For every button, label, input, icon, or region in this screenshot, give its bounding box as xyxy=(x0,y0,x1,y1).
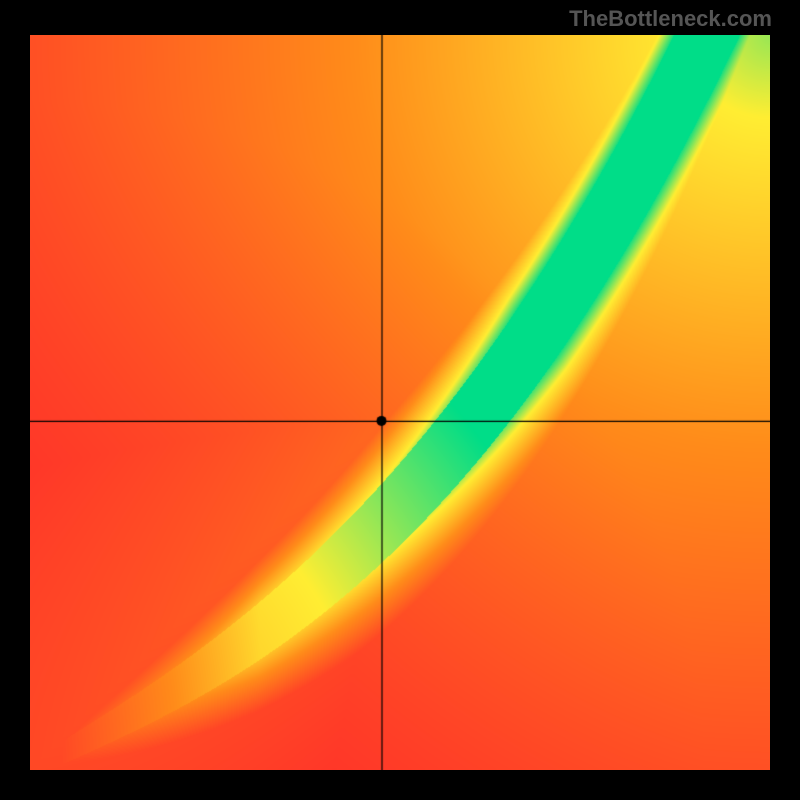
bottleneck-heatmap xyxy=(30,35,770,770)
chart-container: TheBottleneck.com xyxy=(0,0,800,800)
watermark-text: TheBottleneck.com xyxy=(569,6,772,32)
